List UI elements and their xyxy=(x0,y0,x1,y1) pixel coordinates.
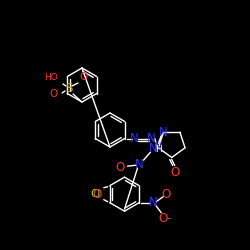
Text: HO: HO xyxy=(44,72,58,82)
Text: N: N xyxy=(135,158,144,171)
Text: H: H xyxy=(155,145,162,154)
Text: N: N xyxy=(147,132,156,145)
Text: N: N xyxy=(154,141,163,154)
Text: N: N xyxy=(149,196,158,209)
Text: O: O xyxy=(80,72,88,82)
Text: O: O xyxy=(170,166,179,179)
Text: N: N xyxy=(130,132,139,145)
Text: O: O xyxy=(158,212,168,225)
Text: O: O xyxy=(116,161,125,174)
Text: S: S xyxy=(65,82,73,96)
Text: N: N xyxy=(159,126,168,139)
Text: O: O xyxy=(92,188,102,201)
Text: N: N xyxy=(149,142,158,155)
Text: O: O xyxy=(162,188,171,201)
Text: Cl: Cl xyxy=(90,189,101,199)
Text: ⁻: ⁻ xyxy=(167,216,172,225)
Text: O: O xyxy=(50,89,58,99)
